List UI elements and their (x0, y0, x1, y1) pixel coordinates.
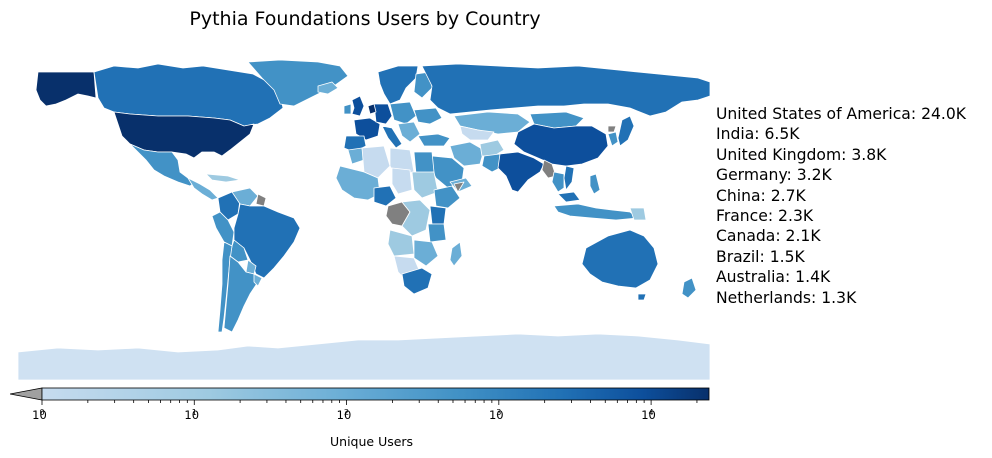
country-ireland (343, 103, 352, 115)
colorbar-label: Unique Users (330, 434, 414, 449)
country-argentina (223, 255, 259, 333)
country-south-africa (401, 267, 433, 295)
region-antarctica (18, 333, 710, 380)
country-png (629, 207, 647, 221)
country-ethiopia (433, 185, 461, 209)
top-country-item: India: 6.5K (716, 125, 800, 144)
country-alaska (35, 71, 97, 107)
country-venezuela (231, 187, 259, 207)
country-korea (607, 131, 619, 147)
country-guyana-missing (255, 193, 267, 207)
country-netherlands (367, 103, 377, 115)
world-map (18, 60, 710, 380)
country-zambia-moz (413, 239, 439, 267)
region-west-africa (335, 165, 381, 201)
colorbar-tick-label: 10 2 (336, 408, 352, 422)
country-japan (617, 115, 635, 147)
colorbar-tick-label: 10 3 (488, 408, 504, 422)
country-chad (391, 167, 413, 195)
country-central-asia-light (459, 125, 495, 141)
country-tanzania (427, 223, 447, 243)
country-madagascar (449, 241, 463, 267)
top-country-item: Germany: 3.2K (716, 166, 832, 185)
top-country-item: Australia: 1.4K (716, 268, 831, 287)
country-italy (381, 125, 403, 149)
colorbar-extend-min (10, 387, 43, 401)
country-tasmania (637, 293, 647, 301)
country-france (353, 117, 381, 141)
country-north-korea-missing (607, 125, 617, 133)
colorbar-tick-labels: 10 0 10 1 10 2 10 3 10 4 (0, 408, 992, 428)
top-country-item: Brazil: 1.5K (716, 247, 805, 266)
country-turkey (417, 133, 451, 147)
country-afghanistan (479, 139, 505, 157)
top-country-item: Netherlands: 1.3K (716, 288, 857, 307)
country-philippines (589, 173, 601, 195)
country-new-zealand (681, 277, 697, 299)
colorbar-gradient (41, 387, 710, 401)
country-malaysia (557, 191, 581, 203)
colorbar (10, 387, 710, 405)
country-somalia-missing (453, 181, 465, 193)
region-caribbean (205, 173, 241, 183)
top-country-item: United States of America: 24.0K (716, 105, 967, 123)
country-egypt (413, 151, 435, 175)
colorbar-tick-label: 10 0 (32, 408, 47, 422)
region-balkans (397, 121, 421, 143)
country-brazil (233, 203, 301, 279)
country-iceland (317, 81, 339, 95)
country-sudan (411, 171, 439, 199)
colorbar-tick-label: 10 1 (184, 408, 200, 422)
country-iran (449, 141, 485, 167)
top-country-item: United Kingdom: 3.8K (716, 145, 887, 164)
region-central-europe (389, 101, 417, 125)
country-australia (581, 229, 659, 289)
country-drc (401, 199, 431, 237)
country-russia (421, 63, 710, 117)
country-nigeria (373, 185, 397, 207)
country-morocco (347, 147, 365, 165)
top-country-item: China: 2.7K (716, 186, 806, 205)
country-germany (373, 103, 393, 125)
country-china (513, 123, 609, 167)
top-countries-list: United States of America: 24.0K India: 6… (716, 104, 966, 308)
country-thailand (551, 171, 565, 193)
chart-title: Pythia Foundations Users by Country (189, 8, 541, 30)
country-uk (351, 95, 365, 117)
country-india (497, 151, 545, 193)
country-kenya (429, 205, 447, 225)
region-central-america (187, 177, 219, 201)
country-indonesia (553, 203, 639, 221)
top-country-item: France: 2.3K (716, 207, 814, 226)
country-angola (387, 229, 415, 257)
country-vietnam (563, 165, 575, 191)
country-algeria (361, 145, 391, 179)
country-norway-sweden (377, 65, 419, 105)
country-uruguay (253, 273, 263, 287)
top-country-item: Canada: 2.1K (716, 227, 821, 246)
colorbar-tick-label: 10 4 (641, 408, 656, 422)
country-myanmar-missing (541, 159, 557, 179)
country-ukraine (413, 107, 443, 125)
